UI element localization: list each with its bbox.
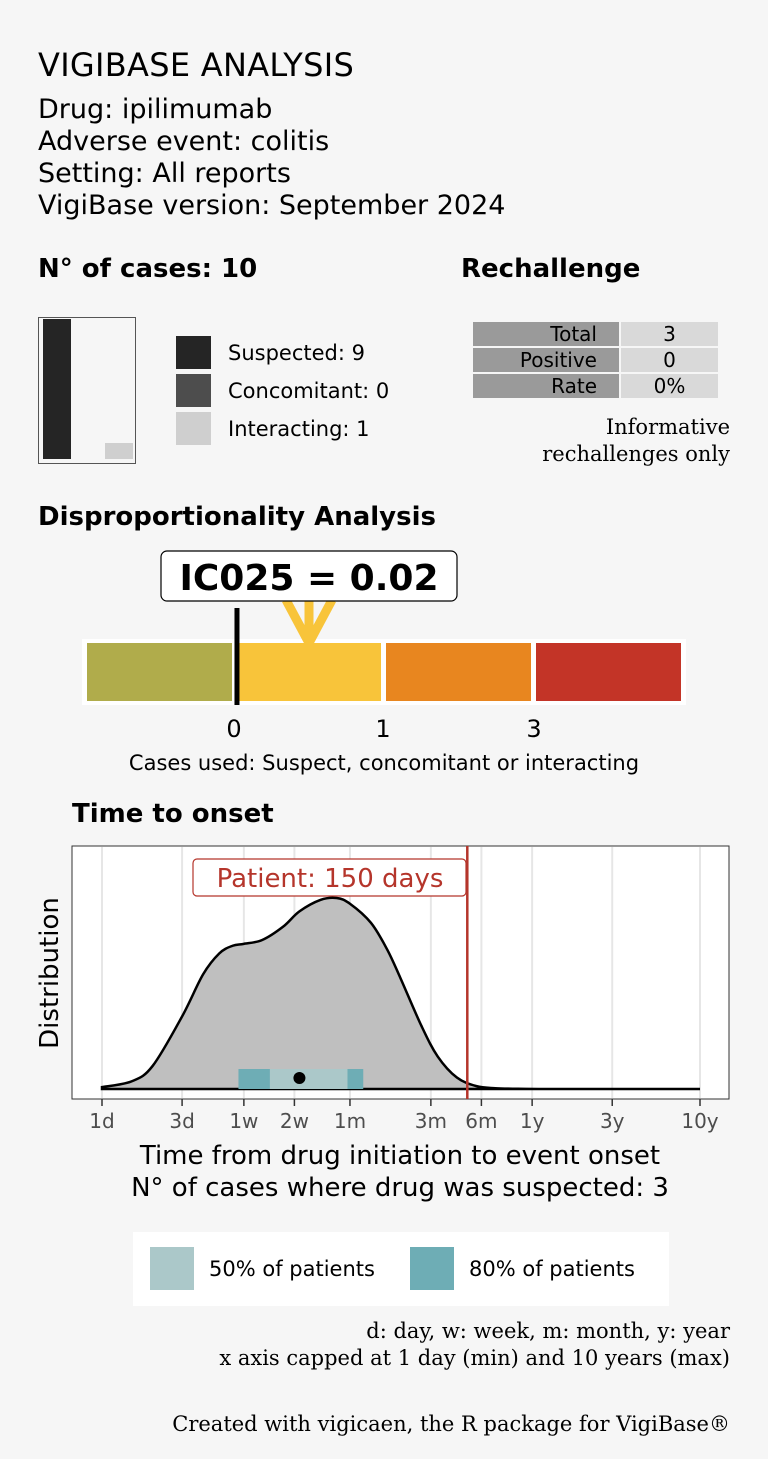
rechallenge-note: Informative rechallenges only [542, 414, 730, 468]
version-line: VigiBase version: September 2024 [38, 190, 506, 221]
gauge-caption: Cases used: Suspect, concomitant or inte… [129, 751, 639, 775]
legend-swatch-concomitant [176, 374, 211, 407]
tto-patient-label: Patient: 150 days [217, 864, 444, 894]
rechallenge-label-positive: Positive [473, 348, 619, 372]
drug-line: Drug: ipilimumab [38, 94, 273, 125]
legend-label-interacting: Interacting: 1 [228, 417, 370, 441]
tto-legend-label-80: 80% of patients [469, 1257, 635, 1281]
rechallenge-value-positive: 0 [621, 348, 718, 372]
rechallenge-title: Rechallenge [461, 254, 641, 284]
legend-swatch-interacting [176, 412, 211, 445]
tto-tick-1d: 1d [89, 1109, 114, 1133]
tto-legend-swatch-50 [150, 1247, 194, 1290]
legend-label-suspected: Suspected: 9 [228, 341, 365, 365]
gauge-tick-0: 0 [226, 715, 241, 743]
tto-chart: Distribution Patient: 150 days 1d 3d 1w … [35, 845, 730, 1203]
bar-interacting [105, 443, 133, 459]
ic-label-box [160, 550, 458, 602]
cases-title: N° of cases: 10 [38, 254, 258, 284]
tto-legend-label-50: 50% of patients [209, 1257, 375, 1281]
rechallenge-note-line1: Informative [605, 415, 730, 439]
bar-suspected [43, 319, 71, 459]
gauge-segment-above-3 [536, 643, 681, 701]
rechallenge-value-rate: 0% [621, 374, 718, 398]
tto-subtitle: N° of cases where drug was suspected: 3 [131, 1173, 669, 1203]
tto-ylabel: Distribution [35, 897, 65, 1049]
tto-tick-2w: 2w [280, 1109, 309, 1133]
tto-tick-1m: 1m [334, 1109, 366, 1133]
tto-tick-10y: 10y [681, 1109, 718, 1133]
tto-x-ticks: 1d 3d 1w 2w 1m 3m 6m 1y 3y 10y [89, 1099, 719, 1133]
gauge-segment-0-1 [235, 643, 381, 701]
ic-label: IC025 = 0.02 [179, 558, 438, 599]
legend-swatch-suspected [176, 336, 211, 369]
tto-density-area [100, 896, 700, 1091]
tto-footnote: d: day, w: week, m: month, y: year x axi… [219, 1318, 730, 1372]
tto-footnote-line1: d: day, w: week, m: month, y: year [366, 1319, 730, 1343]
gauge-segment-below-0 [87, 643, 232, 701]
event-line: Adverse event: colitis [38, 126, 330, 157]
tto-tick-1y: 1y [520, 1109, 545, 1133]
tto-legend-swatch-80 [410, 1247, 454, 1290]
tto-range-50 [269, 1069, 348, 1089]
rechallenge-label-rate: Rate [473, 374, 619, 398]
setting-line: Setting: All reports [38, 158, 291, 189]
tto-title: Time to onset [72, 799, 274, 829]
rechallenge-note-line2: rechallenges only [542, 442, 730, 466]
tto-tick-6m: 6m [465, 1109, 497, 1133]
credit-line: Created with vigicaen, the R package for… [172, 1412, 730, 1436]
tto-legend: 50% of patients 80% of patients [133, 1232, 669, 1306]
tto-xlabel: Time from drug initiation to event onset [139, 1141, 660, 1171]
gauge-arrow-icon [282, 597, 336, 646]
ic-gauge: IC025 = 0.02 0 1 3 Cases used: Suspect, … [82, 550, 686, 775]
legend-label-concomitant: Concomitant: 0 [228, 379, 390, 403]
tto-tick-3m: 3m [415, 1109, 447, 1133]
tto-median-point [293, 1072, 306, 1084]
gauge-tick-1: 1 [375, 715, 390, 743]
tto-footnote-line2: x axis capped at 1 day (min) and 10 year… [219, 1346, 730, 1370]
cases-bar-chart [38, 317, 136, 464]
gauge-tick-3: 3 [526, 715, 541, 743]
disproportionality-title: Disproportionality Analysis [38, 502, 436, 532]
tto-tick-3y: 3y [600, 1109, 625, 1133]
tto-patient-label-box [192, 858, 467, 897]
tto-tick-3d: 3d [169, 1109, 194, 1133]
rechallenge-value-total: 3 [621, 322, 718, 346]
rechallenge-table: Total 3 Positive 0 Rate 0% [473, 322, 718, 398]
gauge-segment-1-3 [386, 643, 531, 701]
rechallenge-label-total: Total [473, 322, 619, 346]
tto-tick-1w: 1w [229, 1109, 258, 1133]
report-title: VIGIBASE ANALYSIS [38, 46, 355, 84]
